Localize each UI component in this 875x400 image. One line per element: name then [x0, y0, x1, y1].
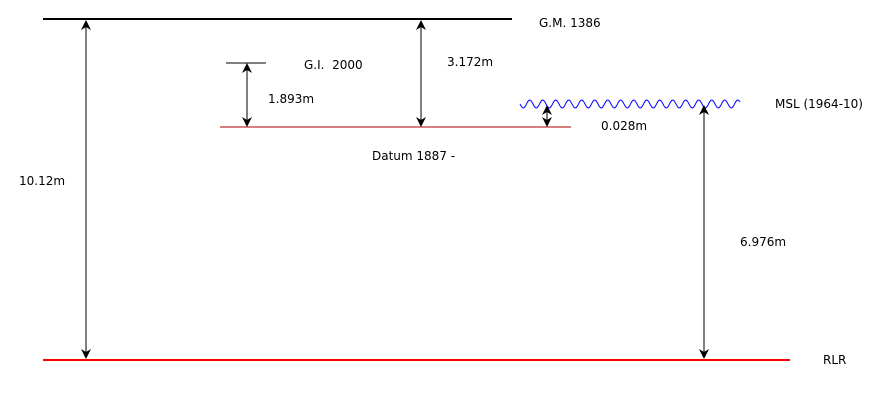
gm-to-rlr-value: 10.12m — [19, 174, 65, 188]
datum-label: Datum 1887 - — [372, 149, 455, 163]
msl-label: MSL (1964-10) — [775, 97, 863, 111]
gm-label: G.M. 1386 — [539, 16, 601, 30]
gi-to-datum-value: 1.893m — [268, 92, 314, 106]
gi-label: G.I. 2000 — [304, 58, 363, 72]
msl-to-rlr-value: 6.976m — [740, 235, 786, 249]
gm-to-datum-value: 3.172m — [447, 55, 493, 69]
msl-wave-line — [519, 99, 741, 109]
rlr-label: RLR — [823, 353, 846, 367]
msl-to-datum-value: 0.028m — [601, 119, 647, 133]
